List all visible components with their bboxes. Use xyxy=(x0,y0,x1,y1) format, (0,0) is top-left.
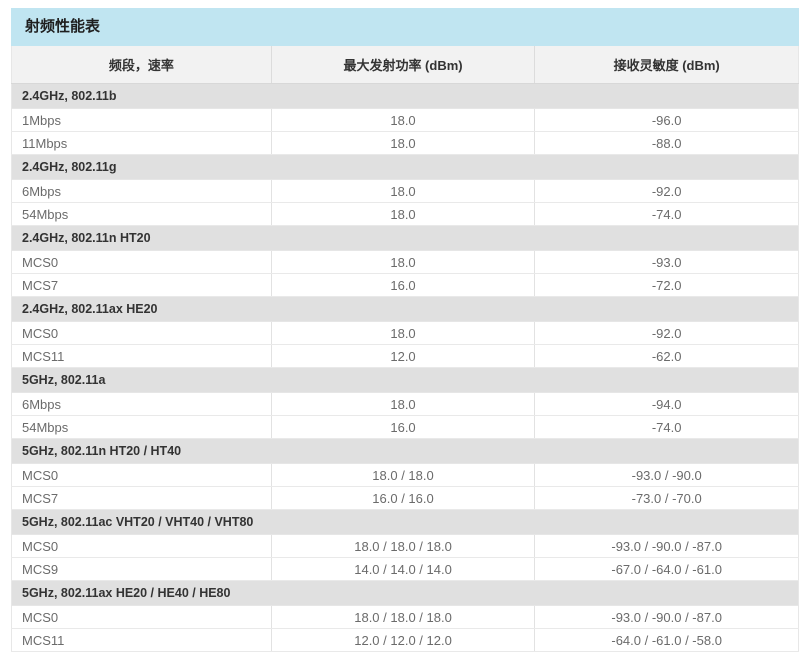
section-label: 5GHz, 802.11n HT20 / HT40 xyxy=(11,438,799,464)
tx-power-cell: 12.0 xyxy=(271,344,536,368)
section-header-row: 2.4GHz, 802.11n HT20 xyxy=(11,225,799,251)
rx-sensitivity-cell: -93.0 xyxy=(534,250,799,274)
table-row: MCS0 18.0 / 18.0 / 18.0 -93.0 / -90.0 / -8… xyxy=(11,534,799,558)
section-header-row: 2.4GHz, 802.11ax HE20 xyxy=(11,296,799,322)
section-label: 5GHz, 802.11ac VHT20 / VHT40 / VHT80 xyxy=(11,509,799,535)
section-label: 5GHz, 802.11ax HE20 / HE40 / HE80 xyxy=(11,580,799,606)
rx-sensitivity-cell: -94.0 xyxy=(534,392,799,416)
table-row: 6Mbps 18.0 -92.0 xyxy=(11,179,799,203)
rate-cell: 54Mbps xyxy=(11,415,272,439)
section-label: 2.4GHz, 802.11n HT20 xyxy=(11,225,799,251)
section-label: 5GHz, 802.11a xyxy=(11,367,799,393)
column-header-row: 频段，速率 最大发射功率 (dBm) 接收灵敏度 (dBm) xyxy=(11,46,799,84)
rx-sensitivity-cell: -93.0 / -90.0 xyxy=(534,463,799,487)
table-row: MCS11 12.0 -62.0 xyxy=(11,344,799,368)
table-row: MCS0 18.0 / 18.0 / 18.0 -93.0 / -90.0 / -8… xyxy=(11,605,799,629)
table-row: MCS11 12.0 / 12.0 / 12.0 -64.0 / -61.0 / -… xyxy=(11,628,799,652)
tx-power-cell: 18.0 xyxy=(271,202,536,226)
rate-cell: MCS0 xyxy=(11,321,272,345)
rate-cell: MCS7 xyxy=(11,273,272,297)
tx-power-cell: 18.0 xyxy=(271,321,536,345)
tx-power-cell: 18.0 xyxy=(271,131,536,155)
rx-sensitivity-cell: -92.0 xyxy=(534,321,799,345)
table-row: MCS0 18.0 / 18.0 -93.0 / -90.0 xyxy=(11,463,799,487)
rate-cell: MCS0 xyxy=(11,250,272,274)
table-row: 54Mbps 16.0 -74.0 xyxy=(11,415,799,439)
rx-sensitivity-cell: -88.0 xyxy=(534,131,799,155)
table-row: MCS9 14.0 / 14.0 / 14.0 -67.0 / -64.0 / -6… xyxy=(11,557,799,581)
rate-cell: 6Mbps xyxy=(11,179,272,203)
table-row: MCS7 16.0 / 16.0 -73.0 / -70.0 xyxy=(11,486,799,510)
rx-sensitivity-cell: -64.0 / -61.0 / -58.0 xyxy=(534,628,799,652)
tx-power-cell: 18.0 / 18.0 xyxy=(271,463,536,487)
rate-cell: 1Mbps xyxy=(11,108,272,132)
tx-power-cell: 16.0 / 16.0 xyxy=(271,486,536,510)
column-header-rx-sensitivity: 接收灵敏度 (dBm) xyxy=(534,46,799,84)
tx-power-cell: 18.0 xyxy=(271,250,536,274)
section-header-row: 5GHz, 802.11ax HE20 / HE40 / HE80 xyxy=(11,580,799,606)
rate-cell: MCS9 xyxy=(11,557,272,581)
tx-power-cell: 16.0 xyxy=(271,273,536,297)
rate-cell: MCS0 xyxy=(11,534,272,558)
rate-cell: MCS0 xyxy=(11,605,272,629)
section-header-row: 5GHz, 802.11ac VHT20 / VHT40 / VHT80 xyxy=(11,509,799,535)
section-label: 2.4GHz, 802.11b xyxy=(11,83,799,109)
section-header-row: 2.4GHz, 802.11b xyxy=(11,83,799,109)
tx-power-cell: 14.0 / 14.0 / 14.0 xyxy=(271,557,536,581)
table-row: MCS0 18.0 -92.0 xyxy=(11,321,799,345)
rx-sensitivity-cell: -62.0 xyxy=(534,344,799,368)
table-row: MCS7 16.0 -72.0 xyxy=(11,273,799,297)
rx-sensitivity-cell: -67.0 / -64.0 / -61.0 xyxy=(534,557,799,581)
tx-power-cell: 18.0 / 18.0 / 18.0 xyxy=(271,534,536,558)
page-title: 射频性能表 xyxy=(25,18,101,35)
rx-sensitivity-cell: -74.0 xyxy=(534,415,799,439)
rate-cell: MCS11 xyxy=(11,628,272,652)
rx-sensitivity-cell: -73.0 / -70.0 xyxy=(534,486,799,510)
rx-sensitivity-cell: -93.0 / -90.0 / -87.0 xyxy=(534,534,799,558)
rx-sensitivity-cell: -92.0 xyxy=(534,179,799,203)
tx-power-cell: 18.0 xyxy=(271,392,536,416)
rate-cell: 54Mbps xyxy=(11,202,272,226)
rate-cell: MCS11 xyxy=(11,344,272,368)
rx-sensitivity-cell: -93.0 / -90.0 / -87.0 xyxy=(534,605,799,629)
section-header-row: 2.4GHz, 802.11g xyxy=(11,154,799,180)
rx-sensitivity-cell: -72.0 xyxy=(534,273,799,297)
table-title-bar: 射频性能表 xyxy=(11,8,799,46)
rate-cell: MCS0 xyxy=(11,463,272,487)
rx-sensitivity-cell: -74.0 xyxy=(534,202,799,226)
tx-power-cell: 18.0 xyxy=(271,108,536,132)
rf-performance-table: 频段，速率 最大发射功率 (dBm) 接收灵敏度 (dBm) 2.4GHz, 8… xyxy=(11,46,799,652)
column-header-max-tx-power: 最大发射功率 (dBm) xyxy=(271,46,536,84)
rate-cell: 11Mbps xyxy=(11,131,272,155)
table-row: 54Mbps 18.0 -74.0 xyxy=(11,202,799,226)
section-label: 2.4GHz, 802.11ax HE20 xyxy=(11,296,799,322)
tx-power-cell: 18.0 xyxy=(271,179,536,203)
column-header-band-rate: 频段，速率 xyxy=(11,46,272,84)
tx-power-cell: 18.0 / 18.0 / 18.0 xyxy=(271,605,536,629)
table-row: 6Mbps 18.0 -94.0 xyxy=(11,392,799,416)
rate-cell: MCS7 xyxy=(11,486,272,510)
rx-sensitivity-cell: -96.0 xyxy=(534,108,799,132)
rate-cell: 6Mbps xyxy=(11,392,272,416)
section-label: 2.4GHz, 802.11g xyxy=(11,154,799,180)
section-header-row: 5GHz, 802.11a xyxy=(11,367,799,393)
section-header-row: 5GHz, 802.11n HT20 / HT40 xyxy=(11,438,799,464)
tx-power-cell: 16.0 xyxy=(271,415,536,439)
table-row: 1Mbps 18.0 -96.0 xyxy=(11,108,799,132)
tx-power-cell: 12.0 / 12.0 / 12.0 xyxy=(271,628,536,652)
table-row: 11Mbps 18.0 -88.0 xyxy=(11,131,799,155)
table-row: MCS0 18.0 -93.0 xyxy=(11,250,799,274)
